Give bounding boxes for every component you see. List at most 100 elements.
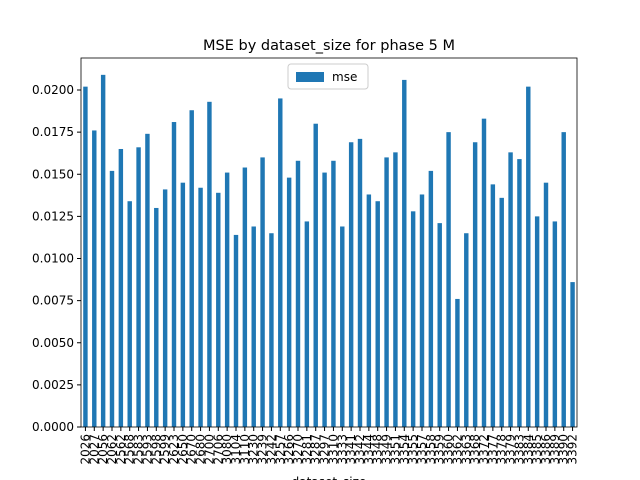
x-tick-label: 3266 [282,434,296,465]
x-tick-label: 3362 [450,434,464,465]
x-tick-label: 2700 [202,434,216,465]
x-tick-label: 2562 [114,434,128,465]
bar [437,223,442,427]
bar [428,170,434,427]
bar [145,133,150,428]
y-tick-label: 0.0125 [32,209,74,223]
x-tick-label: 3358 [424,434,438,465]
bar [295,160,301,427]
bar [171,122,177,427]
chart-title: MSE by dataset_size for phase 5 M [203,38,455,54]
bar [508,152,513,427]
x-tick-label: 3080 [220,434,234,465]
bar [260,157,265,428]
y-tick-label: 0.0000 [32,420,74,434]
x-tick-label: 3383 [512,434,526,465]
x-tick-label: 3287 [309,434,323,465]
bar [366,194,372,427]
bar [446,132,451,427]
x-tick-label: 2680 [194,434,208,465]
bar [499,197,504,427]
x-tick-label: 2583 [132,434,146,465]
x-tick-label: 2062 [105,434,119,465]
x-tick-label: 3372 [477,434,491,465]
x-tick-label: 3257 [273,434,287,465]
x-tick-label: 3333 [335,434,349,465]
bar [180,182,186,427]
x-tick-label: 3392 [566,434,580,465]
bar [375,201,380,427]
x-axis-label: dataset_size [292,475,367,480]
bar [552,221,558,427]
bar [517,159,522,427]
axes-frame [80,57,578,428]
bar [322,172,327,427]
x-tick-label: 3355 [406,434,420,465]
bar [224,172,230,427]
x-tick-label: 3360 [442,434,456,465]
x-tick-label: 3389 [548,434,562,465]
x-tick-label: 3354 [397,434,411,465]
x-tick-label: 3270 [291,434,305,465]
bar [455,298,460,427]
x-tick-label: 2650 [176,434,190,465]
bar [127,201,132,427]
y-tick-label: 0.0100 [32,252,74,266]
x-tick-label: 2599 [158,434,172,465]
x-tick-label: 3310 [326,434,340,465]
bar [216,192,221,427]
x-tick-label: 2598 [149,434,163,465]
x-tick-label: 3378 [495,434,509,465]
bar [419,194,425,427]
bar [410,211,416,427]
bar [83,86,88,428]
bar [207,101,212,427]
bar [118,148,124,427]
x-tick-label: 2623 [167,434,181,465]
x-tick-label: 3230 [247,434,261,465]
bar [490,184,496,427]
bar [384,157,389,428]
x-tick-label: 2026 [78,434,92,465]
bar [340,226,345,427]
x-tick-label: 3348 [371,434,385,465]
x-tick-label: 3341 [344,434,358,465]
x-tick-label: 2593 [140,434,154,465]
x-tick-label: 3386 [539,434,553,465]
x-tick-label: 3239 [256,434,270,465]
x-tick-label: 3110 [238,434,252,465]
y-tick-label: 0.0075 [32,294,74,308]
y-tick-label: 0.0050 [32,336,74,350]
x-tick-label: 3359 [433,434,447,465]
bar [472,142,478,427]
bar [464,233,469,427]
bar [526,86,531,428]
bar [570,282,575,427]
x-tick-label: 3351 [388,434,402,465]
x-tick-label: 3379 [504,434,518,465]
bar [242,167,248,427]
bar [393,152,398,427]
bar [154,207,159,427]
x-tick-label: 3104 [229,434,243,465]
bar [92,130,97,427]
bar [269,233,274,427]
bar [109,170,115,427]
bar [189,110,194,427]
x-tick-label: 2568 [123,434,137,465]
x-tick-label: 3368 [468,434,482,465]
bar [348,142,354,427]
legend-box [287,63,369,90]
legend-label: mse [332,70,357,84]
x-tick-label: 3281 [300,434,314,465]
bar [136,147,141,427]
bar [313,123,318,427]
x-tick-label: 3297 [318,434,332,465]
x-tick-label: 3377 [486,434,500,465]
bar [304,221,310,427]
x-tick-label: 3349 [380,434,394,465]
bar [233,234,239,427]
bar [251,226,256,427]
y-tick-label: 0.0150 [32,167,74,181]
x-tick-label: 3344 [362,434,376,465]
